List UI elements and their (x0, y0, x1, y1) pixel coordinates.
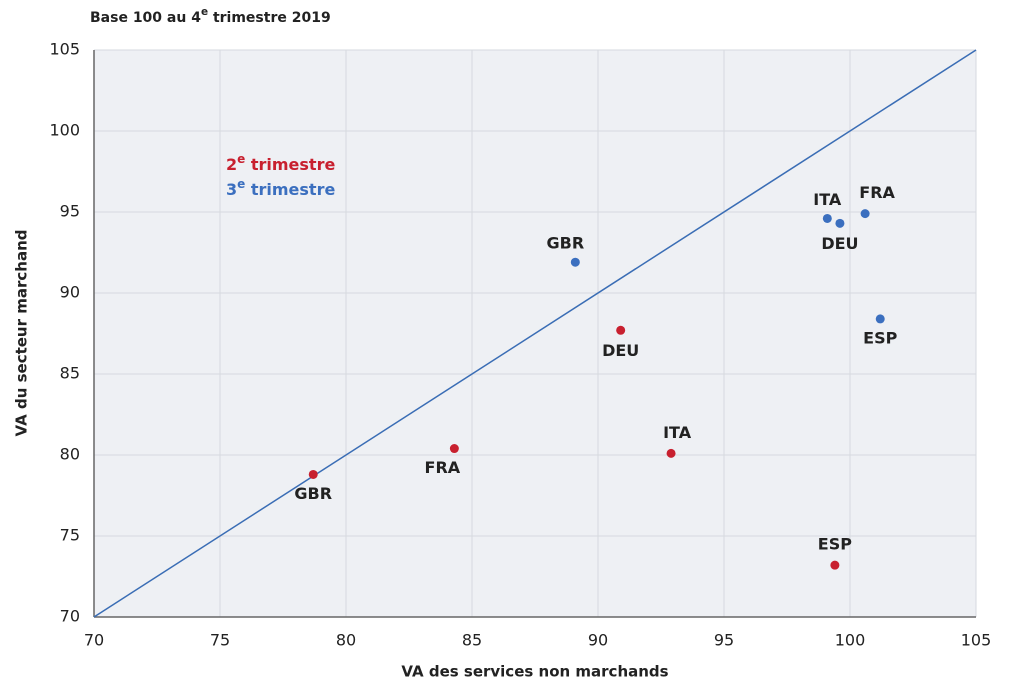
data-point (822, 213, 832, 223)
y-tick-label: 90 (60, 283, 80, 302)
y-tick-label: 75 (60, 526, 80, 545)
x-tick-label: 95 (714, 631, 734, 650)
data-point (449, 444, 459, 454)
y-tick-label: 70 (60, 607, 80, 626)
y-tick-label: 105 (49, 40, 80, 59)
x-tick-label: 75 (210, 631, 230, 650)
point-label: DEU (821, 234, 858, 253)
point-label: DEU (602, 341, 639, 360)
x-axis-title: VA des services non marchands (401, 663, 668, 681)
y-axis-title: VA du secteur marchand (13, 230, 31, 437)
x-tick-label: 70 (84, 631, 104, 650)
point-label: GBR (294, 484, 332, 503)
data-point (830, 560, 840, 570)
data-point (570, 257, 580, 267)
y-tick-label: 85 (60, 364, 80, 383)
data-point (666, 448, 676, 458)
point-label: ITA (813, 190, 842, 209)
point-label: ESP (863, 328, 897, 347)
chart-title: Base 100 au 4e trimestre 2019 (90, 6, 331, 26)
data-point (835, 218, 845, 228)
point-label: ESP (818, 535, 852, 554)
data-point (616, 325, 626, 335)
x-tick-label: 80 (336, 631, 356, 650)
data-point (860, 209, 870, 219)
point-label: ITA (663, 423, 692, 442)
data-point (308, 469, 318, 479)
y-tick-label: 80 (60, 445, 80, 464)
point-label: FRA (859, 183, 895, 202)
x-tick-label: 90 (588, 631, 608, 650)
x-tick-label: 105 (961, 631, 992, 650)
legend-entry: 3e trimestre (226, 177, 335, 199)
x-tick-label: 85 (462, 631, 482, 650)
x-tick-label: 100 (835, 631, 866, 650)
y-tick-label: 95 (60, 202, 80, 221)
point-label: FRA (425, 458, 461, 477)
data-point (875, 314, 885, 324)
legend-entry: 2e trimestre (226, 152, 335, 174)
point-label: GBR (546, 234, 584, 253)
reference-line (93, 49, 977, 618)
y-tick-label: 100 (49, 121, 80, 140)
